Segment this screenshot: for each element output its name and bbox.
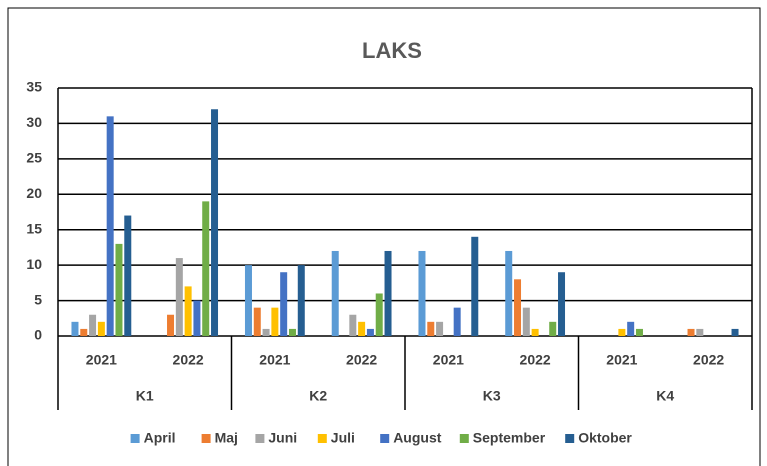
- y-tick-label: 30: [26, 114, 42, 130]
- bar: [184, 286, 192, 336]
- x-tick-label: 2021: [606, 352, 637, 368]
- bar: [331, 250, 339, 336]
- bar: [280, 272, 288, 336]
- bar: [687, 328, 695, 336]
- bar: [427, 321, 435, 336]
- legend-swatch: [380, 434, 390, 443]
- legend-swatch: [565, 434, 575, 443]
- bar: [167, 314, 175, 336]
- bar: [522, 307, 530, 336]
- bar: [71, 321, 79, 336]
- bar: [89, 314, 97, 336]
- bar: [618, 328, 626, 336]
- bar: [627, 321, 635, 336]
- bar: [297, 265, 305, 336]
- bar: [731, 328, 739, 336]
- group-label: K4: [656, 388, 674, 404]
- bar: [453, 307, 461, 336]
- x-tick-label: 2021: [86, 352, 117, 368]
- legend-swatch: [459, 434, 469, 443]
- x-tick-label: 2021: [259, 352, 290, 368]
- legend-label: April: [144, 430, 176, 446]
- x-tick-label: 2021: [433, 352, 464, 368]
- legend-label: Oktober: [578, 430, 632, 446]
- x-tick-label: 2022: [346, 352, 377, 368]
- legend-swatch: [201, 434, 211, 443]
- bar: [124, 215, 132, 336]
- x-tick-label: 2022: [173, 352, 204, 368]
- y-tick-label: 20: [26, 185, 42, 201]
- group-label: K3: [483, 388, 501, 404]
- bar: [106, 116, 114, 336]
- bar: [262, 328, 270, 336]
- bar: [531, 328, 539, 336]
- bar: [418, 250, 426, 336]
- y-tick-label: 35: [26, 79, 42, 95]
- x-tick-label: 2022: [520, 352, 551, 368]
- x-tick-label: 2022: [693, 352, 724, 368]
- bar: [80, 328, 88, 336]
- y-tick-label: 5: [34, 291, 42, 307]
- bar: [358, 321, 366, 336]
- legend-label: September: [473, 430, 546, 446]
- group-label: K2: [309, 388, 327, 404]
- bar: [115, 243, 123, 336]
- bar: [253, 307, 261, 336]
- bar: [635, 328, 643, 336]
- bar: [558, 272, 566, 336]
- legend-label: Maj: [215, 430, 238, 446]
- y-tick-label: 0: [34, 327, 42, 343]
- bar: [375, 293, 383, 336]
- bar: [349, 314, 357, 336]
- legend-label: Juni: [268, 430, 297, 446]
- bar: [471, 236, 479, 336]
- bar: [288, 328, 296, 336]
- group-label: K1: [136, 388, 154, 404]
- bar: [366, 328, 374, 336]
- chart-title: LAKS: [362, 38, 422, 63]
- chart-frame: [7, 7, 761, 466]
- bar: [549, 321, 557, 336]
- bar: [514, 279, 522, 336]
- bar: [696, 328, 704, 336]
- legend-label: Juli: [331, 430, 355, 446]
- y-tick-label: 10: [26, 256, 42, 272]
- y-tick-label: 15: [26, 220, 42, 236]
- legend-label: August: [393, 430, 442, 446]
- bar: [436, 321, 444, 336]
- y-tick-label: 25: [26, 150, 42, 166]
- bar: [244, 265, 252, 336]
- legend-swatch: [130, 434, 140, 443]
- bar: [384, 250, 392, 336]
- bar: [175, 258, 183, 336]
- legend-swatch: [317, 434, 327, 443]
- bar: [271, 307, 279, 336]
- bar: [97, 321, 105, 336]
- legend-swatch: [255, 434, 265, 443]
- bar: [211, 109, 219, 336]
- bar: [505, 250, 513, 336]
- bar: [193, 300, 201, 336]
- bar: [202, 201, 210, 336]
